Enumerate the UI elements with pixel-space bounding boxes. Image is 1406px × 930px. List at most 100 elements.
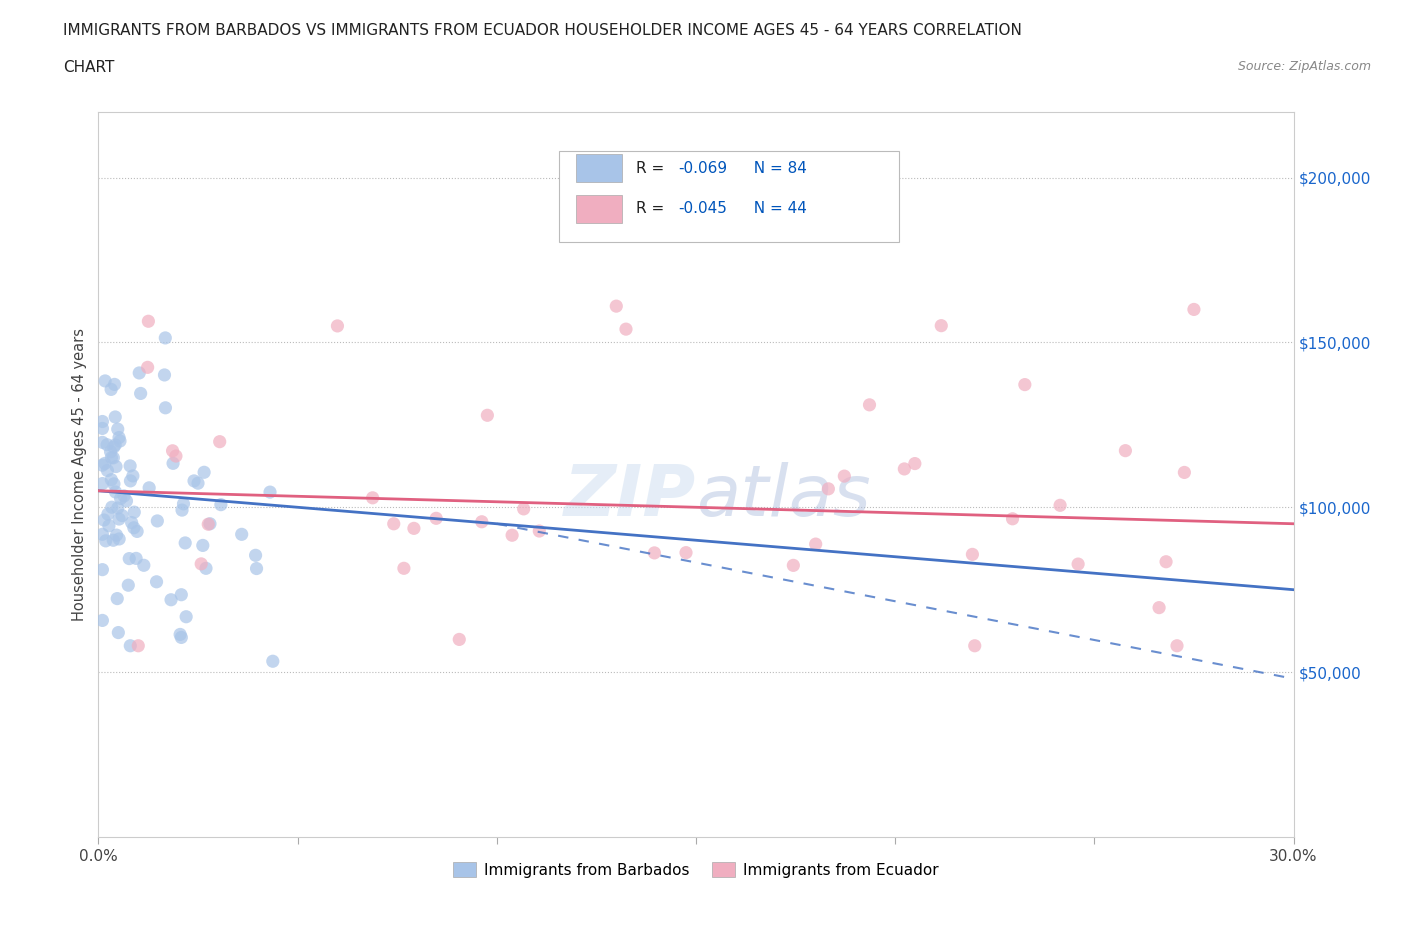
Point bbox=[91, 435, 114, 450]
Point bbox=[501, 528, 523, 543]
Point bbox=[1154, 554, 1177, 569]
Point bbox=[643, 546, 665, 561]
Point bbox=[122, 521, 145, 536]
Point bbox=[169, 627, 191, 642]
Point bbox=[120, 638, 142, 653]
Point bbox=[962, 547, 984, 562]
Point bbox=[94, 374, 117, 389]
Point bbox=[120, 458, 142, 473]
Point bbox=[361, 490, 384, 505]
Point bbox=[170, 503, 193, 518]
Point bbox=[208, 434, 231, 449]
Text: -0.069: -0.069 bbox=[678, 161, 727, 176]
Point bbox=[138, 313, 160, 328]
Point bbox=[125, 551, 148, 565]
Point bbox=[100, 450, 122, 465]
Point bbox=[187, 476, 209, 491]
Point bbox=[183, 473, 205, 488]
Point bbox=[112, 488, 135, 503]
Point bbox=[190, 556, 212, 571]
Point bbox=[127, 524, 149, 538]
Point bbox=[209, 498, 232, 512]
Text: ZIP: ZIP bbox=[564, 461, 696, 530]
Point bbox=[170, 630, 193, 644]
Point bbox=[471, 514, 494, 529]
Point bbox=[108, 430, 131, 445]
Point bbox=[103, 476, 125, 491]
FancyBboxPatch shape bbox=[558, 152, 900, 242]
Point bbox=[91, 414, 114, 429]
Point bbox=[97, 518, 120, 533]
Point bbox=[108, 532, 131, 547]
Point bbox=[402, 521, 425, 536]
Point bbox=[382, 516, 405, 531]
Point bbox=[512, 501, 534, 516]
Point bbox=[195, 561, 218, 576]
Legend: Immigrants from Barbados, Immigrants from Ecuador: Immigrants from Barbados, Immigrants fro… bbox=[447, 856, 945, 884]
Point bbox=[193, 465, 215, 480]
Point bbox=[97, 507, 120, 522]
Point bbox=[173, 497, 195, 512]
Point bbox=[104, 485, 127, 499]
Point bbox=[198, 516, 221, 531]
Point bbox=[91, 613, 114, 628]
Point bbox=[94, 534, 117, 549]
Point bbox=[136, 360, 159, 375]
Point bbox=[145, 575, 167, 590]
Point bbox=[1182, 302, 1205, 317]
Point bbox=[197, 517, 219, 532]
Text: N = 44: N = 44 bbox=[744, 201, 807, 217]
Text: R =: R = bbox=[637, 161, 669, 176]
Point bbox=[782, 558, 804, 573]
Point bbox=[96, 437, 118, 452]
Point bbox=[107, 625, 129, 640]
Point bbox=[259, 485, 281, 499]
Point bbox=[155, 401, 177, 416]
Point bbox=[529, 524, 551, 538]
Point bbox=[804, 537, 827, 551]
Point bbox=[103, 450, 125, 465]
Point bbox=[111, 508, 134, 523]
Point bbox=[129, 386, 152, 401]
Point bbox=[817, 482, 839, 497]
Point bbox=[127, 638, 149, 653]
Point bbox=[153, 367, 176, 382]
Point bbox=[1067, 557, 1090, 572]
Point bbox=[91, 476, 114, 491]
Point bbox=[108, 512, 131, 526]
Point bbox=[165, 448, 187, 463]
Point bbox=[94, 456, 117, 471]
Point bbox=[91, 563, 114, 578]
Point bbox=[614, 322, 637, 337]
Point bbox=[170, 587, 193, 602]
Point bbox=[103, 377, 125, 392]
Point bbox=[392, 561, 415, 576]
Point bbox=[101, 499, 124, 514]
Point bbox=[122, 469, 145, 484]
Point bbox=[1001, 512, 1024, 526]
Point bbox=[117, 578, 139, 592]
Point bbox=[605, 299, 627, 313]
Point bbox=[104, 437, 127, 452]
Point bbox=[103, 533, 125, 548]
Point bbox=[326, 318, 349, 333]
Point bbox=[93, 512, 115, 527]
Point bbox=[245, 548, 267, 563]
Point bbox=[231, 527, 253, 542]
Point bbox=[162, 444, 184, 458]
Point bbox=[191, 538, 214, 552]
Point bbox=[104, 409, 127, 424]
Point bbox=[893, 461, 915, 476]
Point bbox=[132, 558, 155, 573]
Point bbox=[834, 469, 856, 484]
Point bbox=[904, 456, 927, 471]
Point bbox=[121, 515, 143, 530]
Y-axis label: Householder Income Ages 45 - 64 years: Householder Income Ages 45 - 64 years bbox=[72, 327, 87, 621]
Point bbox=[160, 592, 183, 607]
Point bbox=[91, 421, 114, 436]
Point bbox=[245, 561, 267, 576]
Point bbox=[155, 330, 177, 345]
Point bbox=[858, 397, 880, 412]
Point bbox=[107, 421, 129, 436]
Point bbox=[103, 440, 125, 455]
